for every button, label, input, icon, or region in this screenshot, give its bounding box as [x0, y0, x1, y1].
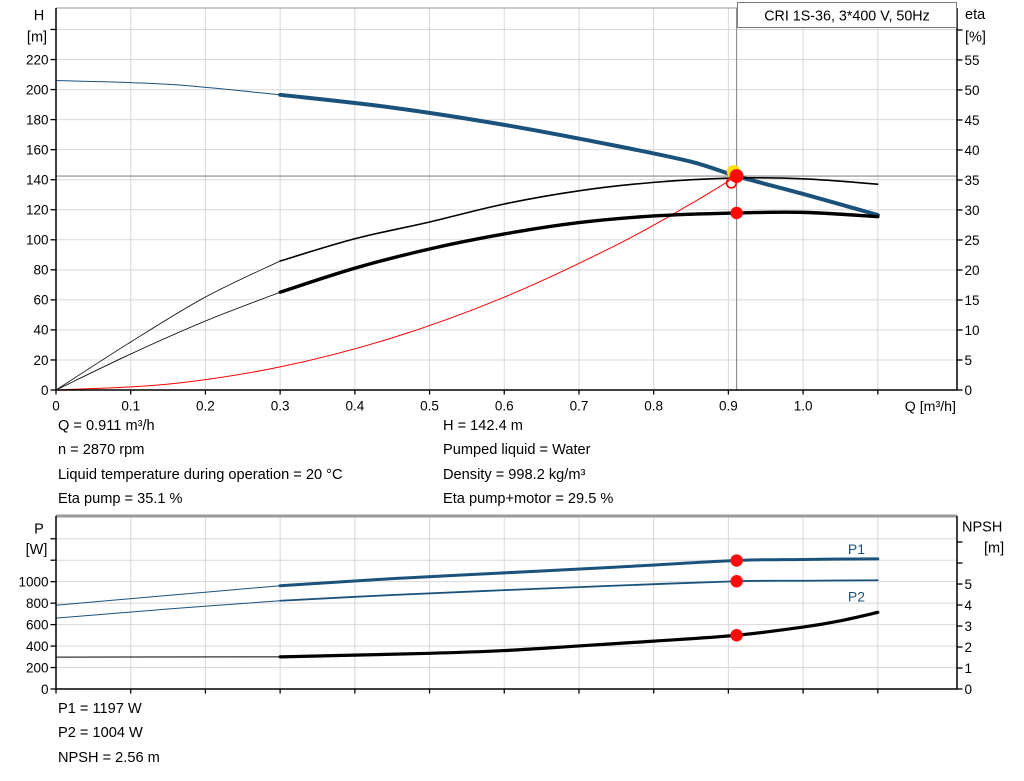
p1-curve[interactable]: [55, 557, 880, 606]
info-line-eta-total: Eta pump+motor = 29.5 %: [443, 491, 614, 508]
tick-label: 15: [965, 293, 980, 308]
tick-label: 200: [26, 82, 49, 97]
info-line-p2: P2 = 1004 W: [58, 725, 143, 742]
system-curve[interactable]: [55, 175, 738, 391]
tick-label: 0.5: [420, 399, 439, 414]
info-line-p1: P1 = 1197 W: [58, 701, 142, 717]
tick-label: 0: [41, 682, 49, 697]
tick-label: 800: [26, 596, 49, 611]
info-line-density: Density = 998.2 kg/m³: [443, 466, 586, 483]
tick-label: 40: [33, 323, 48, 338]
axes-frame: [55, 514, 958, 690]
head-curve[interactable]: [55, 80, 880, 217]
x-axis-title: Q [m³/h]: [905, 399, 956, 415]
y-right-axis-unit: [m]: [984, 541, 1004, 557]
tick-label: 200: [26, 660, 49, 675]
tick-label: 0.8: [644, 399, 663, 414]
tick-label: 0: [41, 383, 49, 398]
p2-duty-dot[interactable]: [730, 575, 743, 588]
tick-label: 0: [965, 383, 973, 398]
info-line-temperature: Liquid temperature during operation = 20…: [58, 466, 343, 483]
y-right-axis-title: NPSH: [962, 520, 1002, 536]
qh-eta-chart[interactable]: 0 0.1 0.2 0.3 0.4 0.5 0.6 0.7 0.8 0.9 1.0 0 20 40 60 80…: [26, 2, 986, 416]
y-left-axis-unit: [W]: [26, 542, 48, 558]
tick-label: 40: [965, 143, 980, 158]
tick-label: 20: [965, 263, 980, 278]
tick-label: 600: [26, 617, 49, 632]
tick-label: 4: [965, 598, 973, 613]
tick-label: 35: [965, 173, 980, 188]
tick-label: 100: [26, 233, 49, 248]
tick-label: 0.1: [121, 399, 140, 414]
tick-label: 1.0: [794, 399, 813, 414]
info-line-q: Q = 0.911 m³/h: [58, 418, 155, 434]
info-line-npsh: NPSH = 2.56 m: [58, 749, 160, 766]
y-right-axis-title: eta: [965, 7, 986, 23]
p2-curve[interactable]: [55, 579, 879, 619]
tick-label: 0.9: [719, 399, 738, 414]
y-right-axis-unit: [%]: [965, 30, 986, 46]
eta-pump-curve[interactable]: [55, 177, 879, 391]
tick-label: 20: [33, 353, 48, 368]
gridlines: [56, 516, 957, 689]
tick-label: 0: [52, 399, 60, 414]
y-left-axis-title: H: [34, 8, 44, 24]
duty-crosshair: [56, 8, 957, 390]
p1-duty-dot[interactable]: [730, 554, 743, 567]
tick-label: 60: [33, 293, 48, 308]
tick-label: 1: [965, 661, 973, 676]
y-left-axis-title: P: [34, 522, 44, 538]
tick-label: 1000: [18, 574, 48, 589]
tick-marks: [50, 538, 963, 694]
npsh-curve[interactable]: [55, 610, 880, 659]
info-line-head: H = 142.4 m: [443, 418, 523, 434]
tick-label: 140: [26, 172, 49, 187]
duty-info-left: Q = 0.911 m³/h n = 2870 rpm Liquid tempe…: [58, 414, 343, 512]
tick-label: 0.6: [495, 399, 514, 414]
tick-label: 180: [26, 112, 49, 127]
axes-frame: [55, 7, 958, 391]
npsh-duty-dot[interactable]: [730, 629, 743, 642]
chart-title: CRI 1S-36, 3*400 V, 50Hz: [764, 9, 930, 25]
tick-label: 0.2: [196, 399, 215, 414]
tick-label: 2: [965, 640, 973, 655]
tick-label: 0.7: [570, 399, 589, 414]
duty-info-right: H = 142.4 m Pumped liquid = Water Densit…: [443, 414, 613, 512]
info-line-liquid: Pumped liquid = Water: [443, 442, 591, 459]
series-label-p1: P1: [848, 541, 865, 557]
eta-pump-motor-curve[interactable]: [55, 210, 880, 391]
tick-label: 0: [965, 682, 973, 697]
power-npsh-chart[interactable]: P1 P2 0 200 400 600 800 1000 0 1 2 3 4 5 P [W] NPSH [m]: [18, 514, 1004, 697]
tick-label: 0.4: [345, 399, 364, 414]
gridlines: [56, 8, 957, 390]
tick-label: 25: [965, 233, 980, 248]
tick-label: 5: [965, 577, 973, 592]
rated-point-ring[interactable]: [725, 177, 737, 189]
info-line-speed: n = 2870 rpm: [58, 442, 145, 459]
tick-label: 50: [965, 83, 980, 98]
tick-label: 55: [965, 53, 980, 68]
series-label-p2: P2: [848, 588, 865, 604]
duty-point-marker[interactable]: [729, 169, 744, 184]
tick-label: 120: [26, 203, 49, 218]
power-npsh-info: P1 = 1197 W P2 = 1004 W NPSH = 2.56 m: [58, 697, 160, 770]
tick-label: 3: [965, 619, 973, 634]
y-left-axis-unit: [m]: [27, 30, 47, 46]
tick-label: 220: [26, 52, 49, 67]
tick-label: 80: [33, 263, 48, 278]
tick-label: 30: [965, 203, 980, 218]
tick-label: 5: [965, 353, 973, 368]
tick-label: 400: [26, 639, 49, 654]
info-line-eta-pump: Eta pump = 35.1 %: [58, 491, 183, 508]
tick-label: 10: [965, 323, 980, 338]
tick-label: 160: [26, 142, 49, 157]
tick-marks: [50, 28, 963, 395]
eta-motor-duty-dot[interactable]: [730, 206, 743, 220]
chart-title-box: CRI 1S-36, 3*400 V, 50Hz: [737, 2, 957, 28]
tick-label: 45: [965, 113, 980, 128]
tick-label: 0.3: [271, 399, 290, 414]
